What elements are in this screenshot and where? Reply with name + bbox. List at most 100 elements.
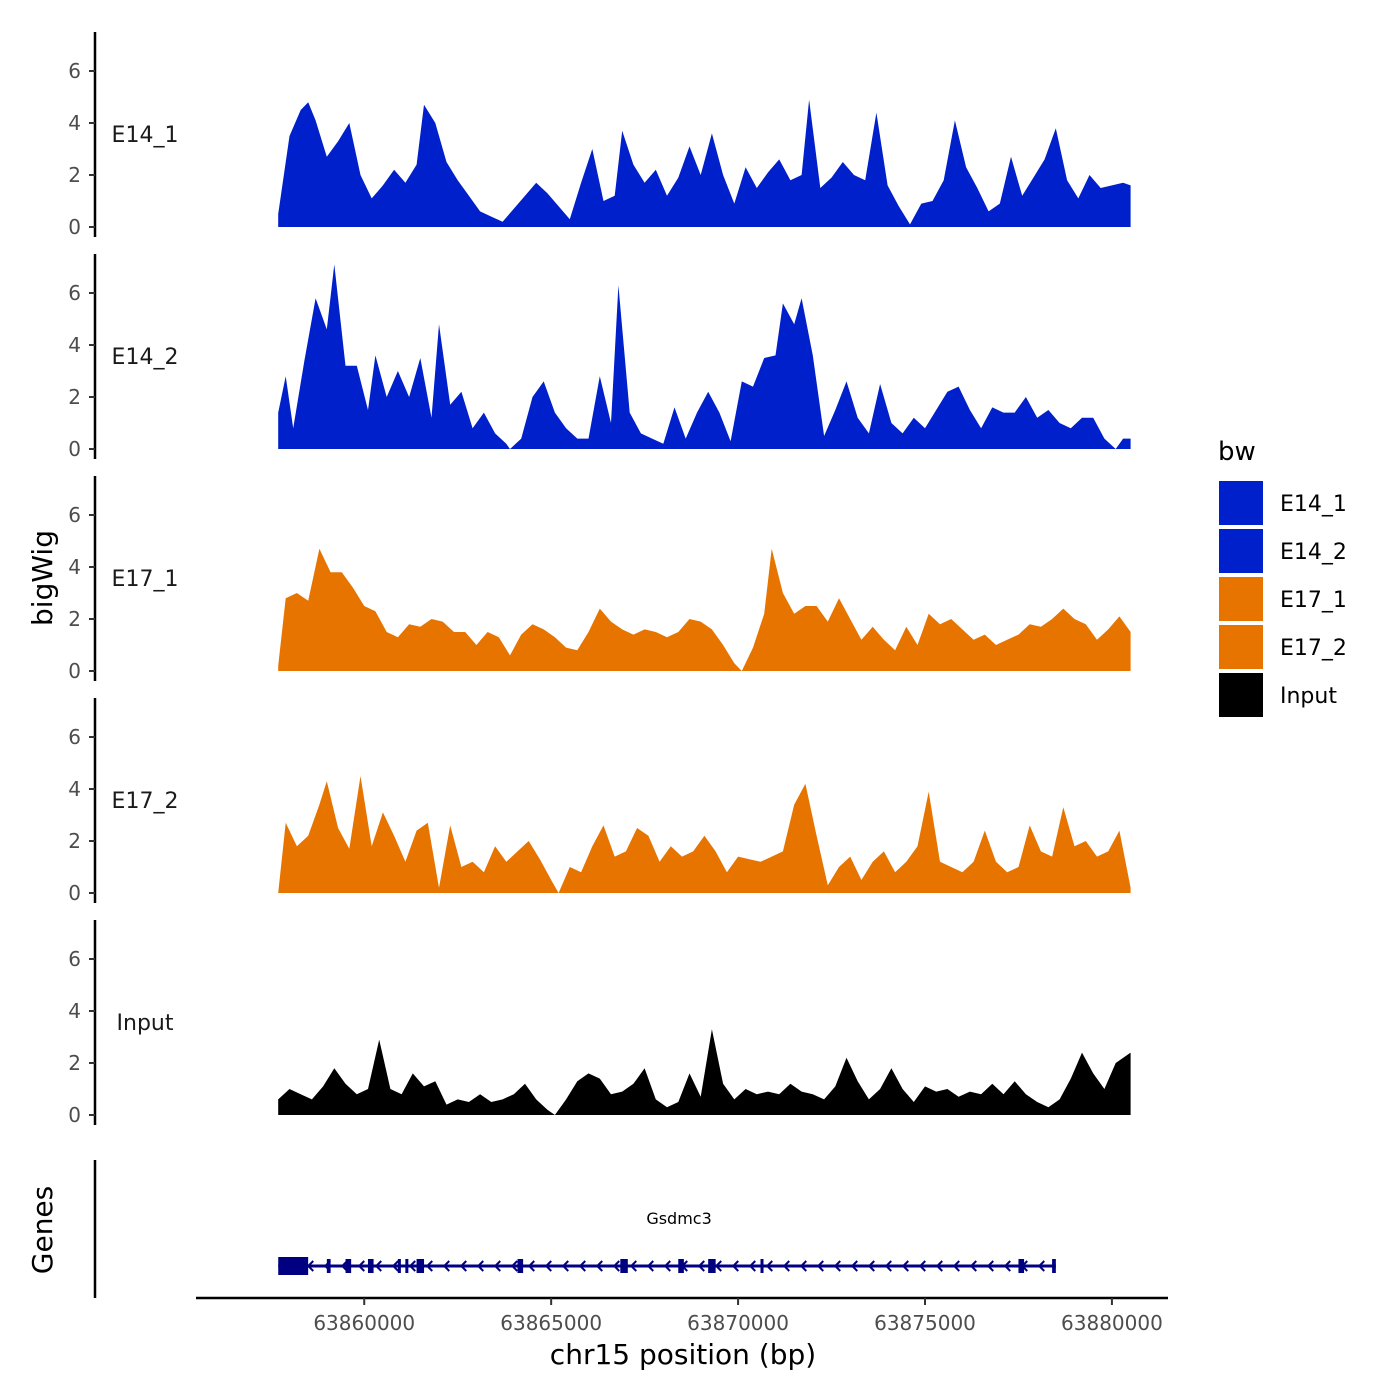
signal-area-E17_1 — [278, 548, 1131, 671]
x-tick-label: 63870000 — [687, 1311, 789, 1335]
y-tick-label: 4 — [68, 111, 81, 135]
strand-arrow — [969, 1260, 977, 1272]
signal-area-E14_2 — [278, 264, 1131, 449]
gene-exon — [416, 1259, 425, 1273]
y-tick-label: 2 — [68, 1051, 81, 1075]
strand-arrow — [816, 1260, 824, 1272]
strand-arrow — [663, 1260, 671, 1272]
strand-arrow — [510, 1260, 518, 1272]
y-tick-label: 2 — [68, 829, 81, 853]
strand-arrow — [935, 1260, 943, 1272]
track-label-E14_2: E14_2 — [112, 345, 179, 370]
legend-item-E14_1: E14_1 — [1217, 479, 1347, 527]
track-label-E17_2: E17_2 — [112, 789, 179, 814]
strand-arrow — [357, 1260, 365, 1272]
legend-item-E17_2: E17_2 — [1217, 623, 1347, 671]
gene-exon — [405, 1259, 409, 1273]
strand-arrow — [306, 1260, 314, 1272]
y-tick-label: 0 — [68, 437, 81, 461]
strand-arrow — [578, 1260, 586, 1272]
strand-arrow — [1037, 1260, 1045, 1272]
genes-axis-title: Genes — [26, 1186, 59, 1274]
track-label-E14_1: E14_1 — [112, 123, 179, 148]
strand-arrow — [544, 1260, 552, 1272]
legend-title: bw — [1218, 437, 1256, 467]
strand-arrow — [476, 1260, 484, 1272]
strand-arrow — [918, 1260, 926, 1272]
strand-arrow — [850, 1260, 858, 1272]
gene-exon — [1052, 1259, 1056, 1273]
y-tick-label: 4 — [68, 555, 81, 579]
legend-label: E14_2 — [1280, 540, 1347, 565]
bigwig-tracks: 0 2 4 6 E14_1 0 2 4 6 E14_2 0 2 4 6 E17_1 0 2 4 6 E17_2 0 2 4 6… — [68, 32, 1131, 1127]
strand-arrow — [714, 1260, 722, 1272]
signal-area-Input — [278, 1029, 1131, 1115]
track-Input: 0 2 4 6 Input — [68, 920, 1131, 1127]
strand-arrow — [374, 1260, 382, 1272]
gene-exon — [1018, 1259, 1025, 1273]
strand-arrow — [391, 1260, 399, 1272]
track-E14_1: 0 2 4 6 E14_1 — [68, 32, 1131, 239]
strand-arrow — [425, 1260, 433, 1272]
x-tick-label: 63860000 — [313, 1311, 415, 1335]
strand-arrow — [527, 1260, 535, 1272]
y-tick-label: 6 — [68, 503, 81, 527]
track-label-E17_1: E17_1 — [112, 567, 179, 592]
track-E17_1: 0 2 4 6 E17_1 — [68, 476, 1131, 683]
strand-arrow — [765, 1260, 773, 1272]
y-tick-label: 2 — [68, 607, 81, 631]
legend-item-E14_2: E14_2 — [1217, 527, 1347, 575]
legend-swatch — [1217, 575, 1265, 623]
gene-exon — [620, 1259, 628, 1273]
strand-arrow — [952, 1260, 960, 1272]
x-axis-title: chr15 position (bp) — [550, 1338, 816, 1371]
gene-exon — [367, 1259, 374, 1273]
strand-arrow — [884, 1260, 892, 1272]
legend-label: Input — [1280, 684, 1337, 709]
y-tick-label: 0 — [68, 215, 81, 239]
signal-area-E17_2 — [278, 776, 1131, 893]
strand-arrow — [561, 1260, 569, 1272]
x-axis: 63860000 63865000 63870000 63875000 63880000 — [196, 1296, 1168, 1335]
legend-label: E17_2 — [1280, 636, 1347, 661]
strand-arrow — [986, 1260, 994, 1272]
genes-track: Gsdmc3 — [93, 1160, 1056, 1298]
legend-swatch — [1217, 479, 1265, 527]
y-tick-label: 6 — [68, 947, 81, 971]
y-tick-label: 6 — [68, 281, 81, 305]
strand-arrow — [901, 1260, 909, 1272]
x-tick-label: 63880000 — [1061, 1311, 1163, 1335]
strand-arrow — [595, 1260, 603, 1272]
legend-label: E14_1 — [1280, 492, 1347, 517]
legend: bw E14_1 E14_2 E17_1 E17_2 Input — [1217, 437, 1347, 719]
y-tick-label: 4 — [68, 777, 81, 801]
strand-arrow — [629, 1260, 637, 1272]
gene-exon — [278, 1257, 309, 1275]
strand-arrow — [697, 1260, 705, 1272]
y-tick-label: 0 — [68, 1103, 81, 1127]
y-tick-label: 4 — [68, 333, 81, 357]
legend-swatch — [1217, 623, 1265, 671]
legend-item-Input: Input — [1217, 671, 1337, 719]
strand-arrow — [799, 1260, 807, 1272]
gene-exon — [397, 1259, 401, 1273]
y-axis-title: bigWig — [26, 530, 59, 626]
legend-label: E17_1 — [1280, 588, 1347, 613]
track-label-Input: Input — [117, 1011, 174, 1036]
y-tick-label: 6 — [68, 59, 81, 83]
strand-arrow — [612, 1260, 620, 1272]
strand-arrow — [1003, 1260, 1011, 1272]
y-tick-label: 6 — [68, 725, 81, 749]
strand-arrow — [442, 1260, 450, 1272]
y-tick-label: 2 — [68, 163, 81, 187]
x-tick-label: 63875000 — [874, 1311, 976, 1335]
gene-exon — [760, 1259, 764, 1273]
strand-arrow — [731, 1260, 739, 1272]
strand-arrow — [833, 1260, 841, 1272]
strand-arrow — [646, 1260, 654, 1272]
legend-swatch — [1217, 671, 1265, 719]
track-E14_2: 0 2 4 6 E14_2 — [68, 254, 1131, 461]
track-E17_2: 0 2 4 6 E17_2 — [68, 698, 1131, 905]
y-tick-label: 2 — [68, 385, 81, 409]
